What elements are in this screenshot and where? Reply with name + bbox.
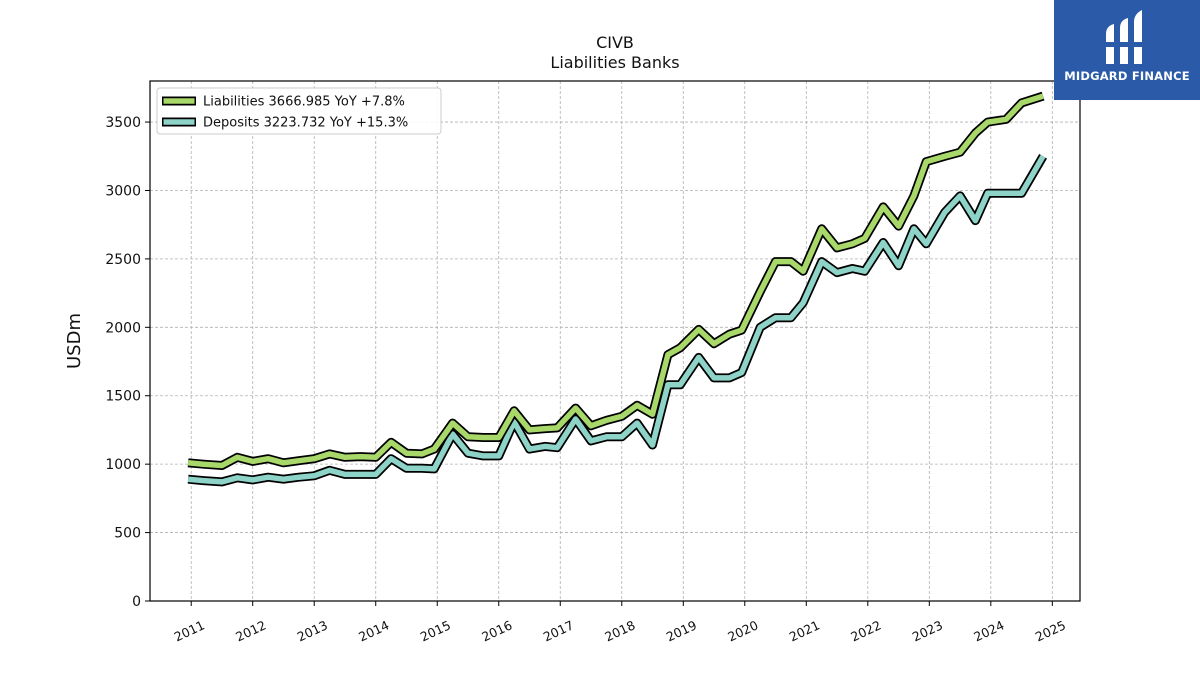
x-tick-label: 2018	[602, 617, 637, 644]
y-tick-label: 2500	[105, 252, 141, 268]
series-line-outline	[187, 91, 1045, 470]
legend-label: Deposits 3223.732 YoY +15.3%	[203, 116, 408, 131]
series-line-outline	[187, 154, 1047, 487]
x-tick-label: 2015	[418, 617, 453, 644]
y-tick-label: 500	[114, 526, 141, 542]
plot-frame	[149, 80, 1081, 602]
y-tick-label: 3000	[105, 183, 141, 199]
midgard-logo-icon	[1102, 10, 1148, 64]
x-tick-label: 2012	[233, 617, 268, 644]
brand-logo: MIDGARD FINANCE	[1054, 0, 1200, 100]
x-tick-label: 2023	[910, 617, 945, 644]
y-tick-label: 1500	[105, 389, 141, 405]
y-axis-label: USDm	[64, 313, 85, 369]
series-line	[187, 154, 1046, 485]
x-tick-label: 2022	[848, 617, 883, 644]
x-tick-label: 2019	[664, 617, 699, 644]
x-tick-label: 2025	[1033, 617, 1068, 644]
legend-box	[156, 87, 442, 135]
y-tick-label: 0	[132, 594, 141, 610]
chart-subtitle: Liabilities Banks	[550, 53, 680, 72]
x-tick-label: 2011	[172, 617, 207, 644]
y-tick-label: 3500	[105, 115, 141, 131]
logo-text: MIDGARD FINANCE	[1064, 69, 1190, 83]
y-tick-label: 2000	[105, 320, 141, 336]
x-tick-label: 2014	[356, 617, 391, 644]
x-tick-label: 2024	[971, 617, 1006, 644]
x-tick-label: 2017	[541, 617, 576, 644]
legend-label: Liabilities 3666.985 YoY +7.8%	[203, 95, 405, 110]
y-tick-label: 1000	[105, 457, 141, 473]
x-tick-label: 2021	[787, 617, 822, 644]
x-tick-label: 2013	[295, 617, 330, 644]
x-tick-label: 2020	[725, 617, 760, 644]
series-line	[187, 93, 1044, 469]
x-tick-label: 2016	[479, 617, 514, 644]
chart-title: CIVB	[596, 33, 634, 52]
